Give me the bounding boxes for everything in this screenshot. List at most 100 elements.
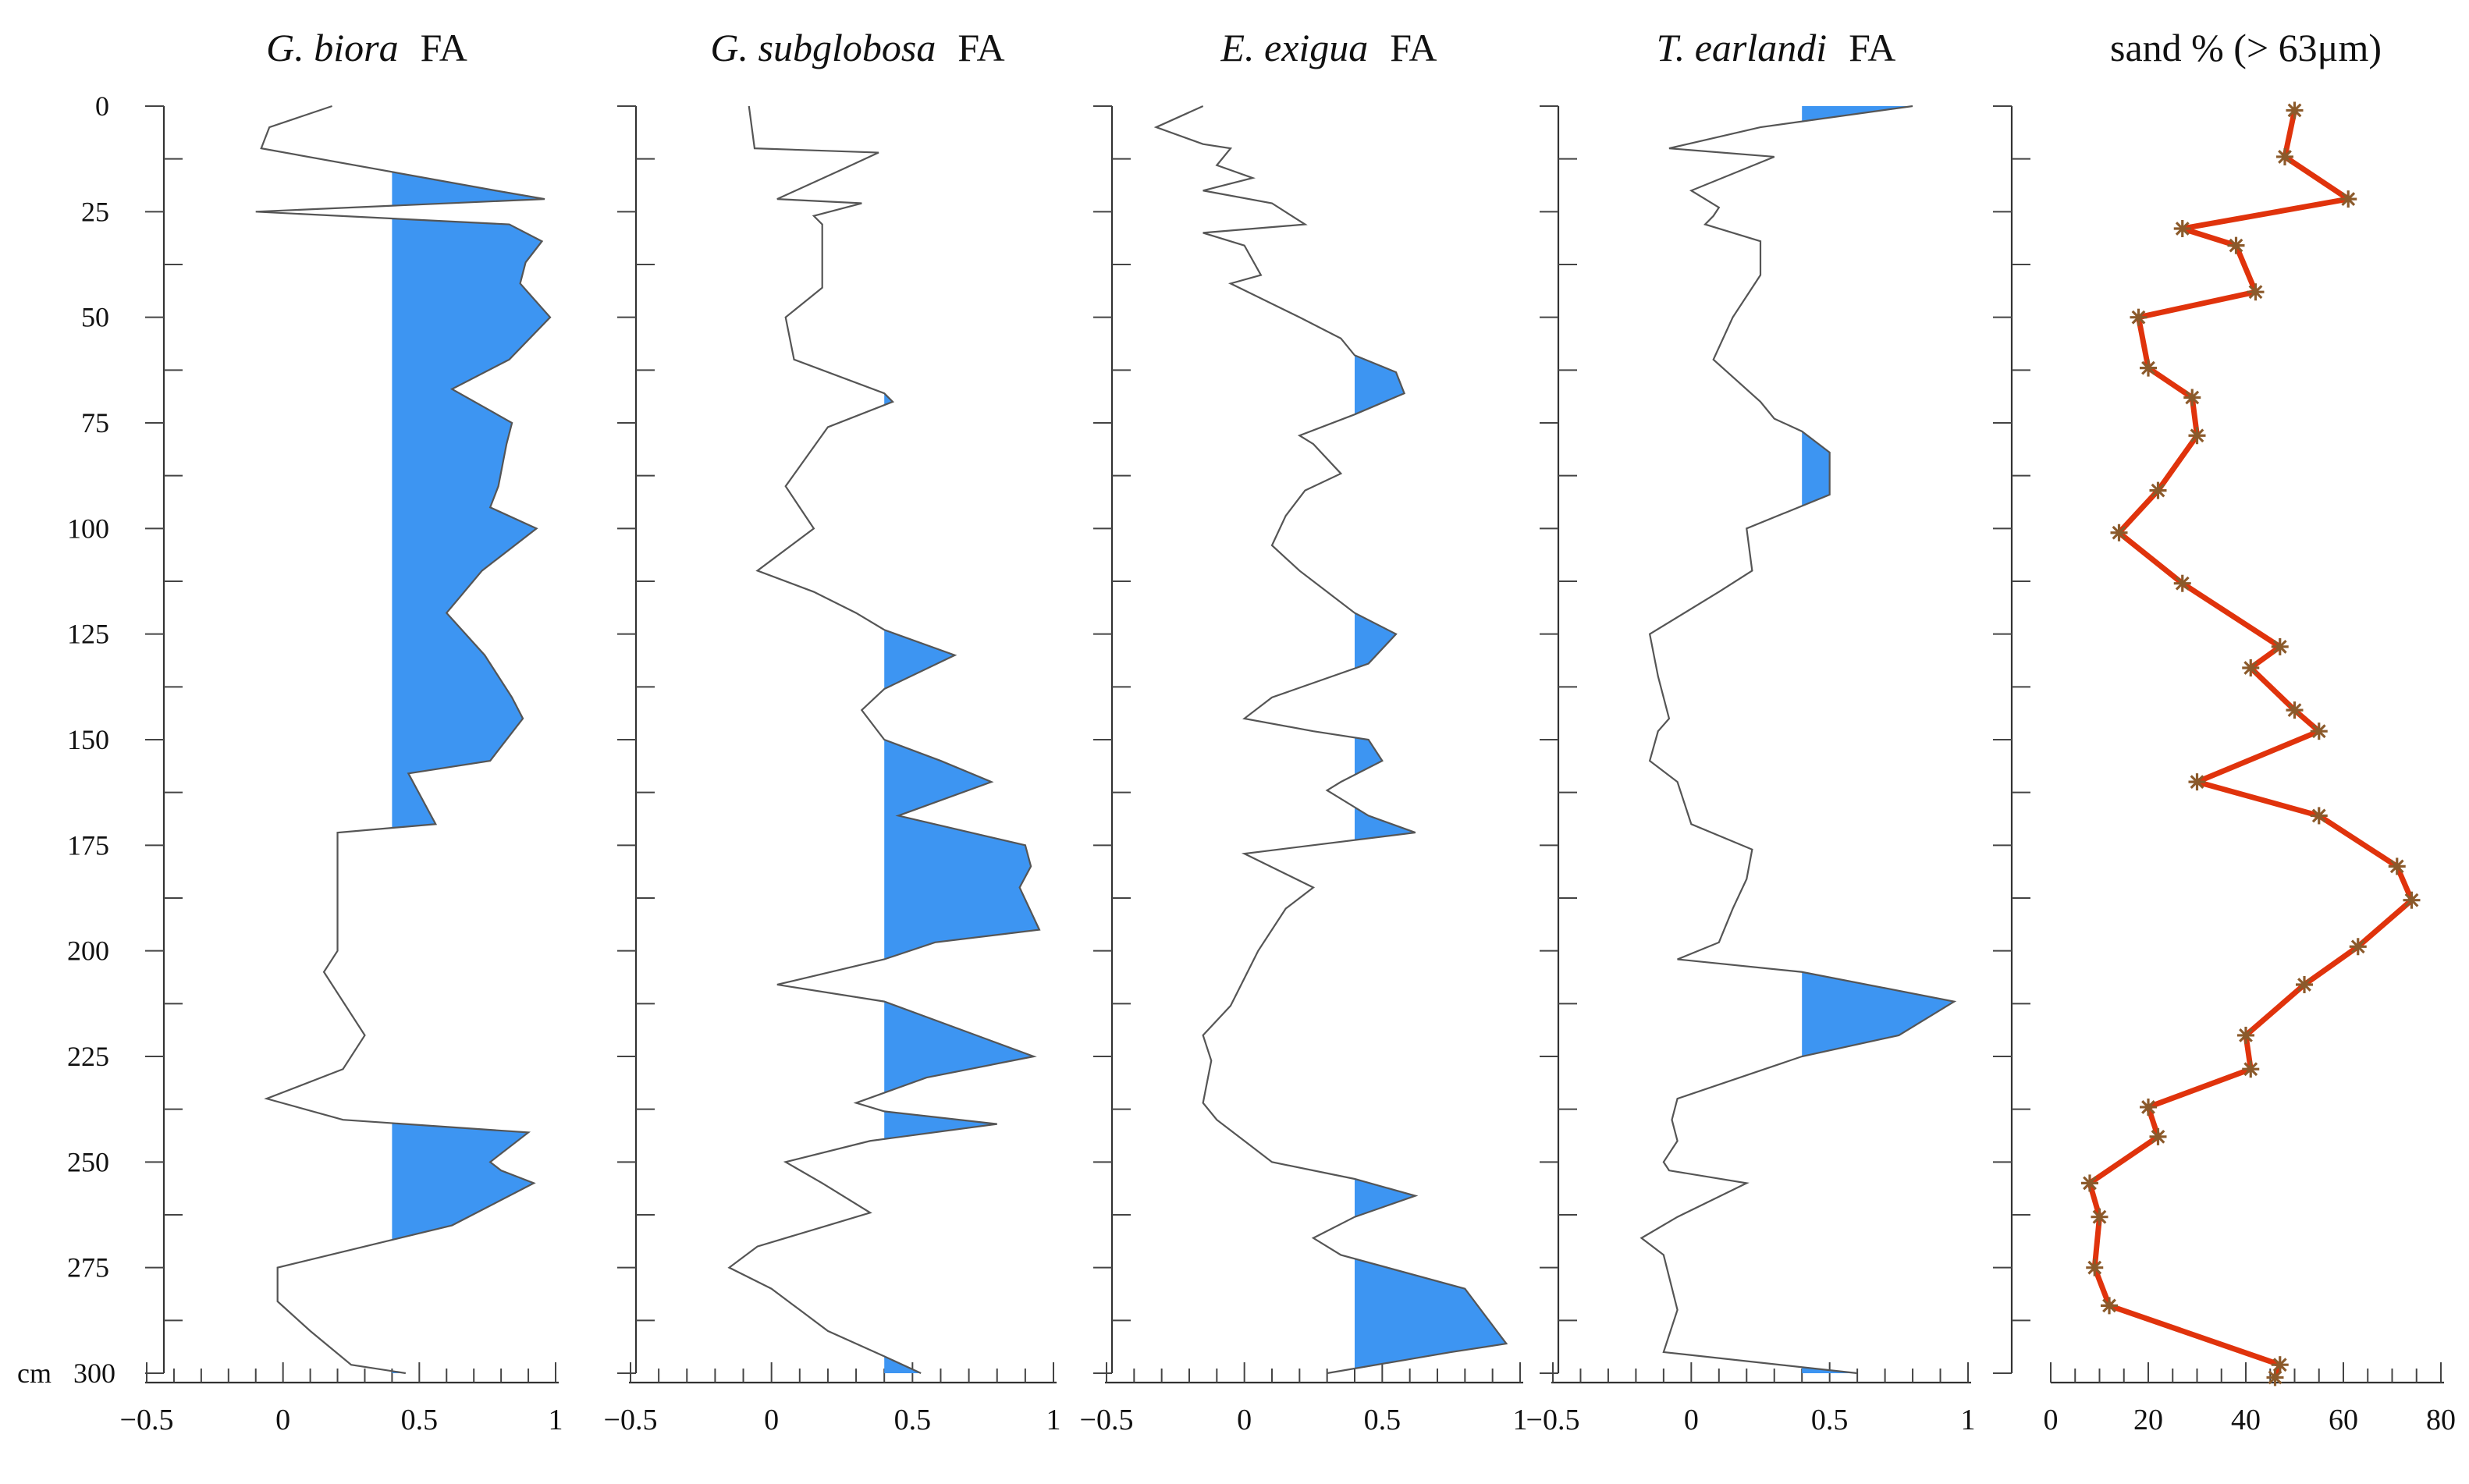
sand-marker-stroke [2185, 390, 2200, 405]
fa-profile-line [255, 105, 552, 1375]
x-tick-label: 20 [2133, 1404, 2163, 1436]
sand-data-point [2149, 481, 2167, 499]
sand-data-point [2271, 1356, 2289, 1374]
depth-tick-label: 125 [67, 619, 109, 650]
sand-data-point [2140, 1098, 2157, 1116]
depth-tick-label: 300 [73, 1358, 115, 1389]
x-tick-label: 80 [2426, 1404, 2456, 1436]
chart-title-suffix: FA [421, 26, 467, 69]
sand-marker-stroke [2141, 1100, 2155, 1114]
panel-3: E. exigua FA −0.5 0 0.5 1 [1080, 26, 1528, 1436]
sand-marker-stroke [2151, 483, 2165, 498]
sand-data-point [2286, 701, 2304, 719]
depth-tick-label: 200 [67, 935, 109, 967]
sand-marker-stroke [2297, 978, 2311, 992]
fa-profile-line [1153, 105, 1508, 1375]
x-tick-label: 0 [1684, 1404, 1699, 1436]
x-tick-label: 0 [1237, 1404, 1252, 1436]
sand-data-point [2276, 147, 2293, 165]
sand-data-point [2247, 283, 2265, 301]
x-tick-label: 40 [2231, 1404, 2261, 1436]
fa-highlight-area [884, 1111, 997, 1139]
sand-data-point [2173, 574, 2191, 592]
chart-title-taxon: G. biora [266, 26, 398, 69]
sand-data-point [2110, 524, 2128, 541]
sand-data-point [2388, 857, 2406, 875]
x-tick-label: 0.5 [401, 1404, 439, 1436]
depth-tick-label: 25 [81, 196, 109, 227]
sand-marker-stroke [2175, 222, 2190, 236]
fa-highlight-area [1355, 1178, 1416, 1217]
depth-tick-label: 175 [67, 829, 109, 861]
chart-title-suffix: FA [1390, 26, 1437, 69]
sand-marker-stroke [2248, 285, 2263, 300]
sand-marker-stroke [2341, 192, 2356, 207]
sand-marker-stroke [2311, 724, 2326, 739]
sand-data-point [2081, 1174, 2098, 1192]
fa-highlight-area [1355, 355, 1405, 415]
sand-marker-stroke [2278, 150, 2292, 164]
sand-marker-stroke [2175, 576, 2190, 591]
sand-data-point [2237, 1026, 2254, 1044]
sand-data-point [2286, 101, 2304, 119]
chart-title-suffix: FA [957, 26, 1004, 69]
x-tick-label: 1 [1046, 1404, 1061, 1436]
sand-data-point [2130, 308, 2147, 326]
x-tick-label: 1 [1961, 1404, 1976, 1436]
depth-unit-label: cm [17, 1358, 52, 1389]
sand-data-point [2339, 190, 2357, 208]
x-tick-label: 0 [2044, 1404, 2059, 1436]
sand-marker-stroke [2092, 1209, 2107, 1224]
sand-marker-stroke [2131, 310, 2146, 325]
sand-data-point [2266, 1369, 2284, 1386]
sand-data-point [2101, 1297, 2118, 1315]
sand-marker-stroke [2112, 525, 2126, 540]
sand-percent-line [2087, 109, 2414, 1379]
sand-marker-stroke [2190, 428, 2204, 443]
fa-highlight-area [1355, 737, 1383, 776]
sand-data-point [2242, 659, 2260, 676]
fa-highlight-area [1355, 807, 1416, 840]
chart-title: sand % (> 63μm) [2110, 26, 2382, 69]
x-tick-label: 0.5 [1364, 1404, 1401, 1436]
sand-data-point [2349, 938, 2367, 956]
sand-data-point [2188, 773, 2206, 791]
x-tick-label: 0.5 [1811, 1404, 1849, 1436]
sand-data-point [2086, 1259, 2104, 1276]
sand-marker-stroke [2350, 939, 2365, 954]
x-tick-label: 0.5 [894, 1404, 932, 1436]
sand-marker-stroke [2272, 639, 2287, 654]
depth-tick-label: 275 [67, 1252, 109, 1283]
x-tick-label: −0.5 [120, 1404, 174, 1436]
sand-marker-stroke [2311, 808, 2326, 823]
sand-marker-stroke [2287, 703, 2302, 718]
fa-highlight-area [884, 1001, 1034, 1093]
panel-5: sand % (> 63μm) 0 20 40 60 80 [1993, 26, 2456, 1436]
sand-marker-stroke [2243, 661, 2258, 675]
depth-tick-label: 100 [67, 513, 109, 544]
sand-data-point [2188, 427, 2206, 445]
depth-tick-label: 250 [67, 1146, 109, 1177]
sand-data-point [2173, 219, 2191, 237]
chart-title: G. biora FA [266, 26, 467, 69]
depth-tick-label: 225 [67, 1041, 109, 1072]
sand-data-point [2091, 1208, 2108, 1226]
sand-data-point [2403, 891, 2421, 909]
fa-profile-line [1639, 105, 1957, 1375]
fa-highlight-area [392, 218, 551, 829]
chart-title: E. exigua FA [1220, 26, 1437, 69]
sand-data-point [2140, 359, 2157, 377]
sand-marker-stroke [2087, 1260, 2102, 1275]
x-tick-label: 1 [549, 1404, 563, 1436]
fa-profile-line [727, 105, 1041, 1374]
x-tick-label: 0 [764, 1404, 779, 1436]
sand-marker-stroke [2404, 893, 2419, 907]
fa-highlight-area [1802, 431, 1830, 506]
chart-title: G. subglobosa FA [710, 26, 1004, 69]
sand-data-point [2310, 807, 2328, 825]
fa-highlight-area [1802, 971, 1955, 1056]
x-tick-label: −0.5 [1526, 1404, 1580, 1436]
chart-title-taxon: T. earlandi [1657, 26, 1828, 69]
sand-marker-stroke [2389, 859, 2404, 874]
sand-data-point [2183, 389, 2201, 407]
